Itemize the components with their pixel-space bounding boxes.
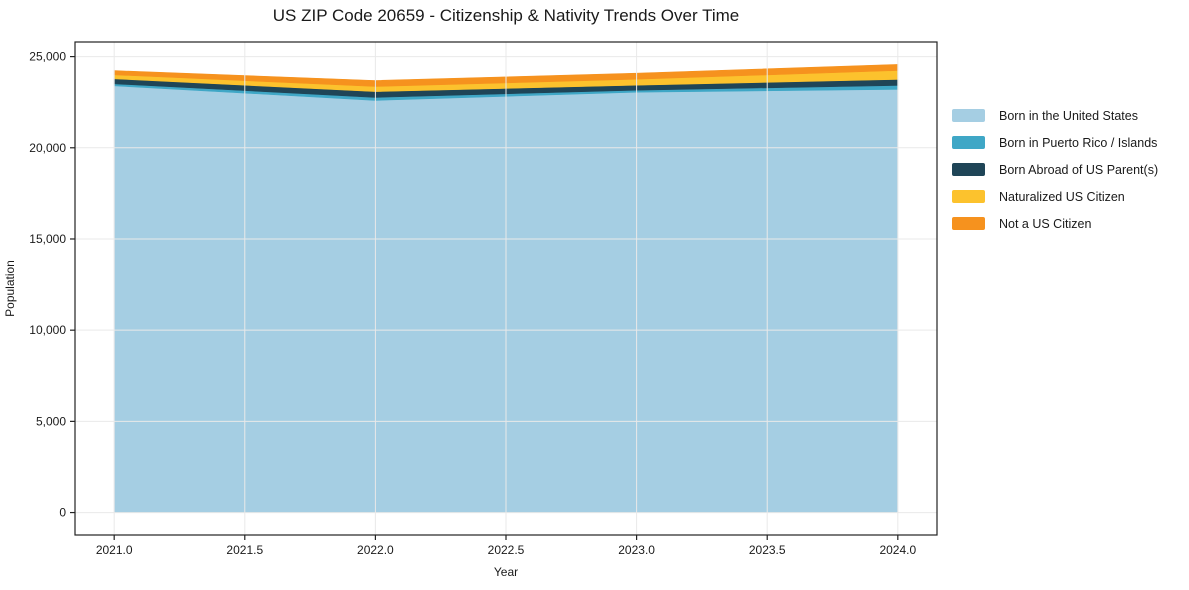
legend-item-naturalized-us-citizen: Naturalized US Citizen	[952, 183, 1158, 210]
legend-label: Born Abroad of US Parent(s)	[999, 162, 1159, 177]
legend-item-born-abroad-of-us-parent-s: Born Abroad of US Parent(s)	[952, 156, 1158, 183]
legend-swatch-born-abroad-of-us-parent-s	[952, 163, 985, 176]
legend-swatch-born-in-puerto-rico-islands	[952, 136, 985, 149]
legend-item-not-a-us-citizen: Not a US Citizen	[952, 210, 1158, 237]
legend: Born in the United States Born in Puerto …	[952, 102, 1158, 237]
x-tick-label: 2022.0	[357, 543, 394, 557]
y-tick-label: 15,000	[29, 232, 66, 246]
x-tick-label: 2021.5	[226, 543, 263, 557]
legend-swatch-naturalized-us-citizen	[952, 190, 985, 203]
legend-label: Born in Puerto Rico / Islands	[999, 135, 1158, 150]
y-tick-label: 25,000	[29, 50, 66, 64]
x-tick-label: 2023.0	[618, 543, 655, 557]
y-tick-label: 20,000	[29, 141, 66, 155]
x-tick-label: 2023.5	[749, 543, 786, 557]
legend-label: Naturalized US Citizen	[999, 189, 1125, 204]
legend-label: Born in the United States	[999, 108, 1138, 123]
x-axis-label: Year	[494, 565, 518, 579]
legend-swatch-born-in-the-united-states	[952, 109, 985, 122]
legend-item-born-in-puerto-rico-islands: Born in Puerto Rico / Islands	[952, 129, 1158, 156]
legend-item-born-in-the-united-states: Born in the United States	[952, 102, 1158, 129]
y-tick-label: 0	[59, 506, 66, 520]
legend-label: Not a US Citizen	[999, 216, 1092, 231]
legend-swatch-not-a-us-citizen	[952, 217, 985, 230]
x-tick-label: 2022.5	[488, 543, 525, 557]
x-tick-label: 2021.0	[96, 543, 133, 557]
y-axis-label: Population	[3, 260, 17, 317]
chart-title: US ZIP Code 20659 - Citizenship & Nativi…	[272, 6, 740, 25]
y-tick-label: 5,000	[36, 414, 66, 428]
y-tick-label: 10,000	[29, 323, 66, 337]
x-tick-label: 2024.0	[879, 543, 916, 557]
